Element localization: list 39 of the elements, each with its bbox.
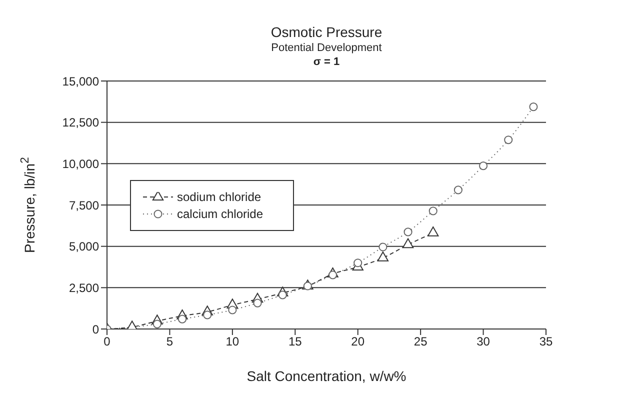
point [479,162,488,170]
point [428,226,439,236]
y-tick-label: 12,500 [62,116,100,130]
x-tick-label: 0 [104,334,111,349]
y-tick-label: 0 [92,322,100,336]
y-tick-label: 2,500 [68,280,100,295]
point [253,298,262,308]
legend-label: calcium chloride [177,207,264,221]
point [504,136,513,144]
x-tick-label: 25 [414,334,428,349]
point [404,228,412,236]
legend-label: sodium chloride [177,190,262,204]
point [228,306,237,314]
x-tick-label: 35 [539,334,553,349]
x-tick-label: 20 [351,334,365,349]
x-tick-label: 5 [166,334,174,349]
point [278,290,287,300]
point [203,310,212,320]
x-axis-title: Salt Concentration, w/w% [246,368,408,384]
x-tick-label: 15 [288,334,302,349]
point [402,238,414,248]
x-tick-label: 30 [476,334,490,349]
point [529,102,538,112]
y-tick-label: 15,000 [62,74,100,88]
point [428,206,438,216]
y-tick-label: 7,500 [68,198,100,212]
point [328,270,338,280]
text: σ = 1 [312,56,341,68]
point [178,314,187,324]
point [377,252,389,262]
point [454,186,462,194]
point [354,258,362,268]
point [378,242,388,252]
chart-subtitle: Potential Development [270,42,383,54]
y-tick-label: 5,000 [68,240,100,254]
chart-title: Osmotic Pressure [270,24,384,40]
y-tick-label: 10,000 [62,156,100,171]
x-tick-label: 10 [226,334,240,349]
point [152,320,162,328]
